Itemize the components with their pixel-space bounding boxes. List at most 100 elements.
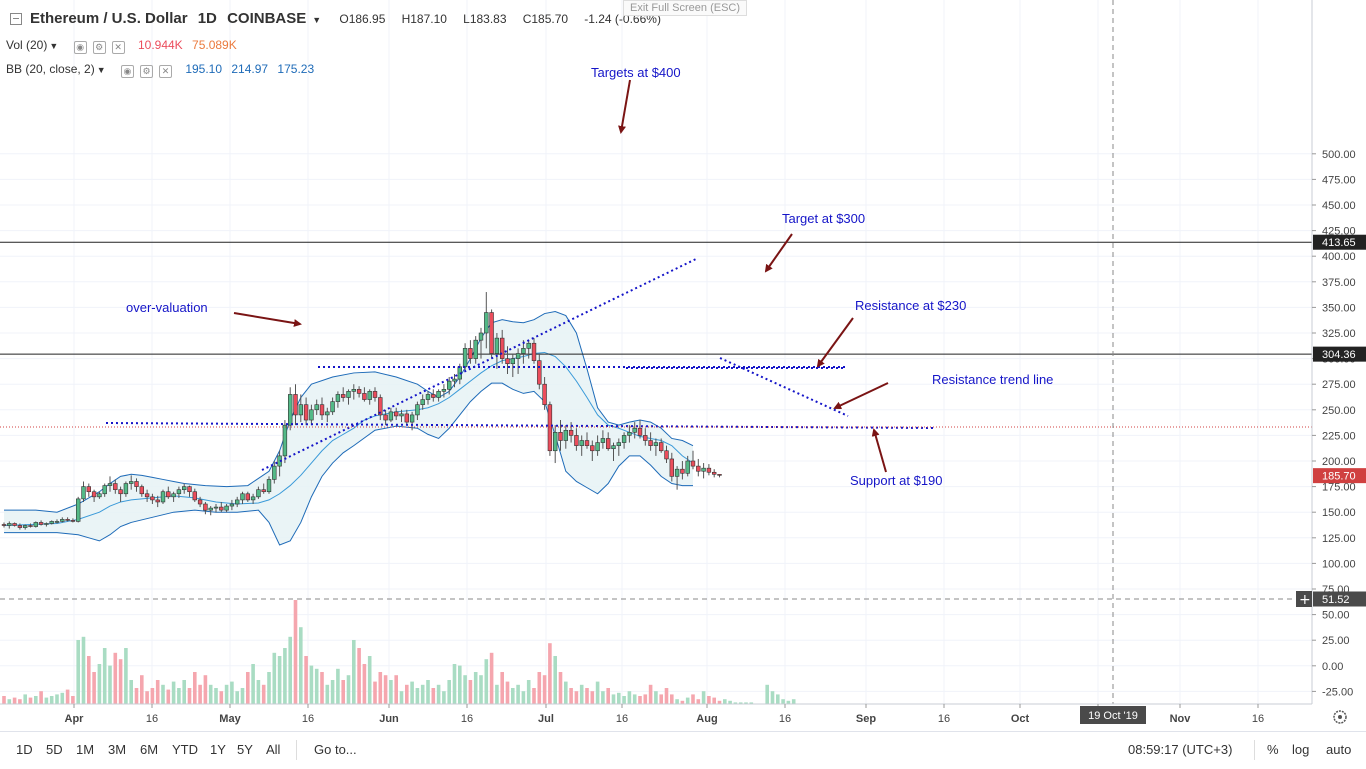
auto-scale-toggle[interactable]: auto [1326, 742, 1352, 757]
time-axis-label: Apr [65, 713, 85, 725]
log-scale-toggle[interactable]: log [1292, 742, 1310, 757]
range-all[interactable]: All [266, 742, 281, 757]
volume-bar [442, 691, 446, 704]
volume-bar [246, 672, 250, 704]
candle-body [595, 442, 600, 452]
volume-bar [638, 696, 642, 704]
volume-bar [171, 681, 176, 704]
last-price-badge: 185.70 [1322, 471, 1356, 483]
price-chart[interactable]: Targets at $400 Target at $300 over-valuat… [0, 0, 1366, 731]
time-axis-label: Oct [1011, 713, 1030, 725]
eye-icon[interactable]: ◉ [73, 41, 87, 54]
volume-bar [685, 697, 690, 704]
range-1m[interactable]: 1M [76, 742, 95, 757]
candle-body [510, 358, 515, 365]
volume-bar [394, 675, 398, 704]
annotation-text: Target at $300 [782, 211, 865, 226]
candle-body [293, 394, 298, 416]
range-ytd[interactable]: YTD [172, 742, 198, 757]
candle-body [91, 491, 97, 498]
range-6m[interactable]: 6M [140, 742, 159, 757]
candle-body [526, 342, 531, 349]
gear-icon[interactable]: ⚙ [139, 65, 153, 78]
volume-bar [553, 656, 557, 704]
volume-bar [595, 681, 600, 704]
volume-bar [378, 672, 383, 704]
volume-bar [564, 681, 568, 704]
candle-body [558, 432, 563, 441]
candle-body [431, 394, 436, 398]
candle-body [441, 389, 447, 392]
volume-bar [134, 688, 139, 704]
close-icon[interactable]: ✕ [111, 41, 125, 54]
collapse-legend-button[interactable] [10, 13, 22, 25]
volume-bar [436, 684, 441, 704]
eye-icon[interactable]: ◉ [120, 65, 134, 78]
volume-bar [113, 652, 118, 704]
price-badge-413-bg [1313, 234, 1366, 250]
volume-bar [267, 672, 271, 704]
volume-bar [463, 675, 467, 704]
candle-body [346, 391, 351, 398]
candle-body [150, 496, 155, 501]
close-icon[interactable]: ✕ [158, 65, 172, 78]
range-1d[interactable]: 1D [16, 742, 33, 757]
annotation-text: Targets at $400 [591, 65, 681, 80]
volume-bar [447, 680, 451, 704]
volume-bar [193, 672, 197, 704]
candle-body [22, 525, 28, 528]
range-5d[interactable]: 5D [46, 742, 63, 757]
volume-bar [71, 696, 75, 704]
time-axis-label: 16 [461, 713, 473, 725]
chevron-down-icon[interactable]: ▼ [49, 41, 59, 51]
range-3m[interactable]: 3M [108, 742, 127, 757]
exit-fullscreen-button[interactable]: Exit Full Screen (ESC) [623, 0, 748, 16]
candle-body [717, 474, 722, 476]
chevron-down-icon[interactable]: ▼ [96, 65, 106, 75]
bb-indicator-label[interactable]: BB (20, close, 2) [6, 62, 95, 76]
volume-bar [367, 656, 372, 704]
candle-body [436, 391, 441, 398]
bb-lower-value: 175.23 [277, 62, 315, 76]
volume-bar [707, 696, 711, 704]
volume-bar [150, 688, 155, 704]
price-axis-label: 175.00 [1322, 482, 1356, 494]
candle-body [272, 465, 277, 480]
crosshair-date-badge-bg [1080, 706, 1146, 724]
candle-body [415, 404, 420, 416]
candle-body [250, 496, 256, 501]
gear-icon[interactable]: ⚙ [92, 41, 106, 54]
volume-bar [208, 684, 213, 704]
arrow-target-300 [764, 233, 793, 273]
candle-body [362, 393, 367, 400]
clock-timezone[interactable]: 08:59:17 (UTC+3) [1128, 742, 1233, 757]
volume-bar [357, 648, 361, 704]
candle-body [1, 524, 7, 526]
candle-body [70, 520, 76, 522]
volume-bar [198, 684, 202, 704]
volume-bar [548, 643, 552, 704]
range-1y[interactable]: 1Y [210, 742, 226, 757]
candle-body [372, 391, 378, 398]
goto-button[interactable]: Go to... [314, 742, 357, 757]
volume-bar [516, 684, 520, 704]
candle-body [166, 491, 171, 498]
volume-bar [320, 672, 324, 704]
volume-bar [696, 699, 701, 704]
resistance-trend-line [719, 357, 849, 417]
range-5y[interactable]: 5Y [237, 742, 253, 757]
candle-body [600, 438, 606, 443]
annotation-text: Support at $190 [850, 473, 943, 488]
volume-bar [81, 636, 86, 704]
time-axis-label: 16 [1252, 713, 1264, 725]
symbol-name[interactable]: Ethereum / U.S. Dollar [30, 10, 188, 27]
volume-indicator-label[interactable]: Vol (20) [6, 38, 48, 52]
volume-bar [145, 691, 149, 704]
percent-scale-toggle[interactable]: % [1267, 742, 1279, 757]
candle-body [489, 312, 494, 354]
volume-bar [590, 691, 595, 704]
chevron-down-icon[interactable]: ▼ [312, 15, 322, 25]
low-value: 183.83 [469, 12, 507, 26]
volume-bar [336, 668, 340, 704]
volume-bar [108, 665, 112, 704]
